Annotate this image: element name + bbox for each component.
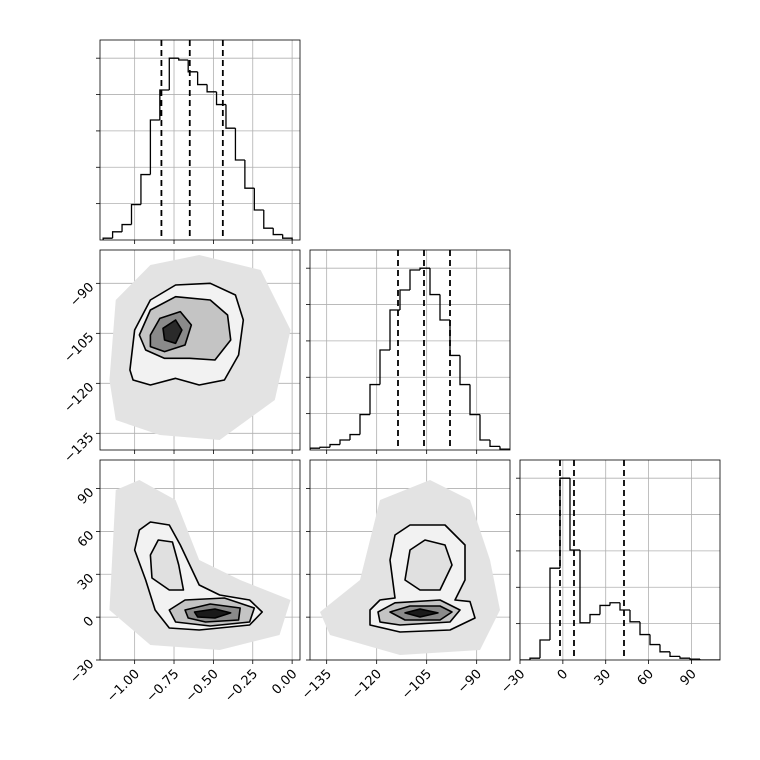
y-tick-label: −135	[61, 430, 97, 466]
histogram-step	[649, 634, 660, 646]
histogram-step	[449, 320, 460, 357]
histogram-step	[699, 659, 710, 660]
x-tick-label: −0.50	[183, 667, 222, 706]
histogram-step	[379, 349, 390, 385]
histogram-step	[244, 160, 255, 189]
x-tick-label: −105	[399, 667, 435, 703]
histogram-step	[659, 644, 670, 653]
histogram-step	[539, 639, 550, 659]
histogram-step	[349, 433, 360, 440]
panel-frame	[519, 459, 721, 661]
panel-frame	[309, 249, 511, 451]
panel-frame	[99, 39, 301, 241]
histogram-step	[263, 210, 274, 229]
histogram-step	[168, 57, 179, 90]
histogram-step	[178, 58, 189, 61]
x-tick-label: −30	[498, 667, 528, 697]
y-tick-label: −120	[61, 380, 97, 416]
histogram-step	[639, 621, 650, 636]
histogram-step	[549, 567, 560, 640]
y-tick-label: 30	[75, 571, 97, 593]
histogram-step	[130, 203, 141, 225]
histogram-step	[459, 355, 470, 386]
x-tick-label: −135	[299, 667, 335, 703]
histogram-step	[282, 234, 293, 240]
histogram-step	[234, 128, 245, 161]
histogram-step	[619, 602, 630, 611]
x-tick-label: −0.75	[144, 667, 183, 706]
histogram-step	[689, 658, 700, 660]
y-tick-label: −90	[67, 280, 97, 310]
histogram-step	[469, 384, 480, 416]
histogram-step	[140, 173, 151, 205]
histogram-step	[339, 439, 350, 445]
histogram-step	[559, 477, 570, 569]
y-tick-label: 0	[81, 614, 97, 630]
histogram-step	[111, 231, 123, 239]
histogram-step	[102, 237, 113, 240]
histogram-step	[215, 91, 226, 106]
x-tick-label: 60	[635, 667, 657, 689]
histogram-step	[196, 71, 208, 86]
histogram-step	[329, 443, 340, 448]
histogram-step	[206, 84, 217, 93]
histogram-step	[599, 604, 610, 615]
histogram-step	[149, 119, 160, 175]
histogram-step	[479, 414, 490, 441]
x-tick-label: −0.25	[222, 667, 261, 706]
histogram-step	[159, 89, 170, 120]
histogram-step	[419, 267, 430, 270]
histogram-step	[409, 269, 420, 290]
x-tick-label: 0.00	[269, 667, 300, 698]
histogram-step	[579, 550, 590, 624]
panel-frame	[309, 459, 511, 661]
histogram-step	[679, 656, 690, 659]
x-tick-label: 30	[592, 667, 614, 689]
histogram-step	[569, 478, 580, 551]
histogram-step	[529, 657, 540, 660]
histogram-step	[609, 602, 620, 606]
histogram-step	[669, 651, 680, 658]
contour-level	[149, 539, 185, 591]
histogram-step	[310, 447, 320, 450]
contour-level	[162, 319, 183, 345]
histogram-step	[225, 104, 236, 129]
panel-frame	[99, 249, 301, 451]
x-tick-label: −1.00	[104, 667, 143, 706]
contour-level	[404, 608, 439, 618]
x-tick-label: −90	[455, 667, 485, 697]
contour-level	[404, 539, 453, 591]
histogram-step	[359, 413, 370, 435]
x-tick-label: 90	[677, 667, 699, 689]
histogram-step	[399, 289, 410, 310]
panel-frame	[99, 459, 301, 661]
y-tick-label: 90	[75, 485, 97, 507]
histogram-step	[369, 383, 380, 415]
y-tick-label: −30	[67, 657, 97, 687]
histogram-step	[439, 294, 450, 321]
histogram-step	[121, 223, 132, 232]
contour-level	[193, 608, 232, 619]
histogram-step	[589, 613, 600, 623]
y-tick-label: −105	[61, 330, 97, 366]
histogram-step	[489, 440, 500, 448]
y-tick-label: 60	[75, 528, 97, 550]
histogram-step	[187, 60, 198, 73]
histogram-step	[389, 309, 400, 350]
x-tick-label: 0	[555, 667, 571, 683]
histogram-step	[272, 228, 283, 236]
histogram-step	[319, 446, 330, 449]
histogram-step	[499, 446, 510, 450]
histogram-step	[253, 188, 264, 211]
histogram-step	[429, 268, 440, 296]
x-tick-label: −120	[349, 667, 385, 703]
histogram-step	[629, 610, 640, 623]
